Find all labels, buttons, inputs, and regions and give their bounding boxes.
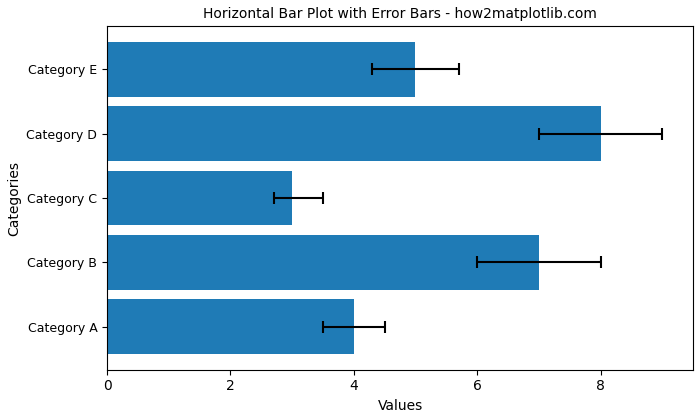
- Bar: [107, 235, 539, 290]
- Bar: [107, 299, 354, 354]
- X-axis label: Values: Values: [377, 399, 423, 413]
- Bar: [107, 171, 292, 226]
- Bar: [107, 42, 416, 97]
- Y-axis label: Categories: Categories: [7, 160, 21, 236]
- Title: Horizontal Bar Plot with Error Bars - how2matplotlib.com: Horizontal Bar Plot with Error Bars - ho…: [203, 7, 597, 21]
- Bar: [107, 106, 601, 161]
